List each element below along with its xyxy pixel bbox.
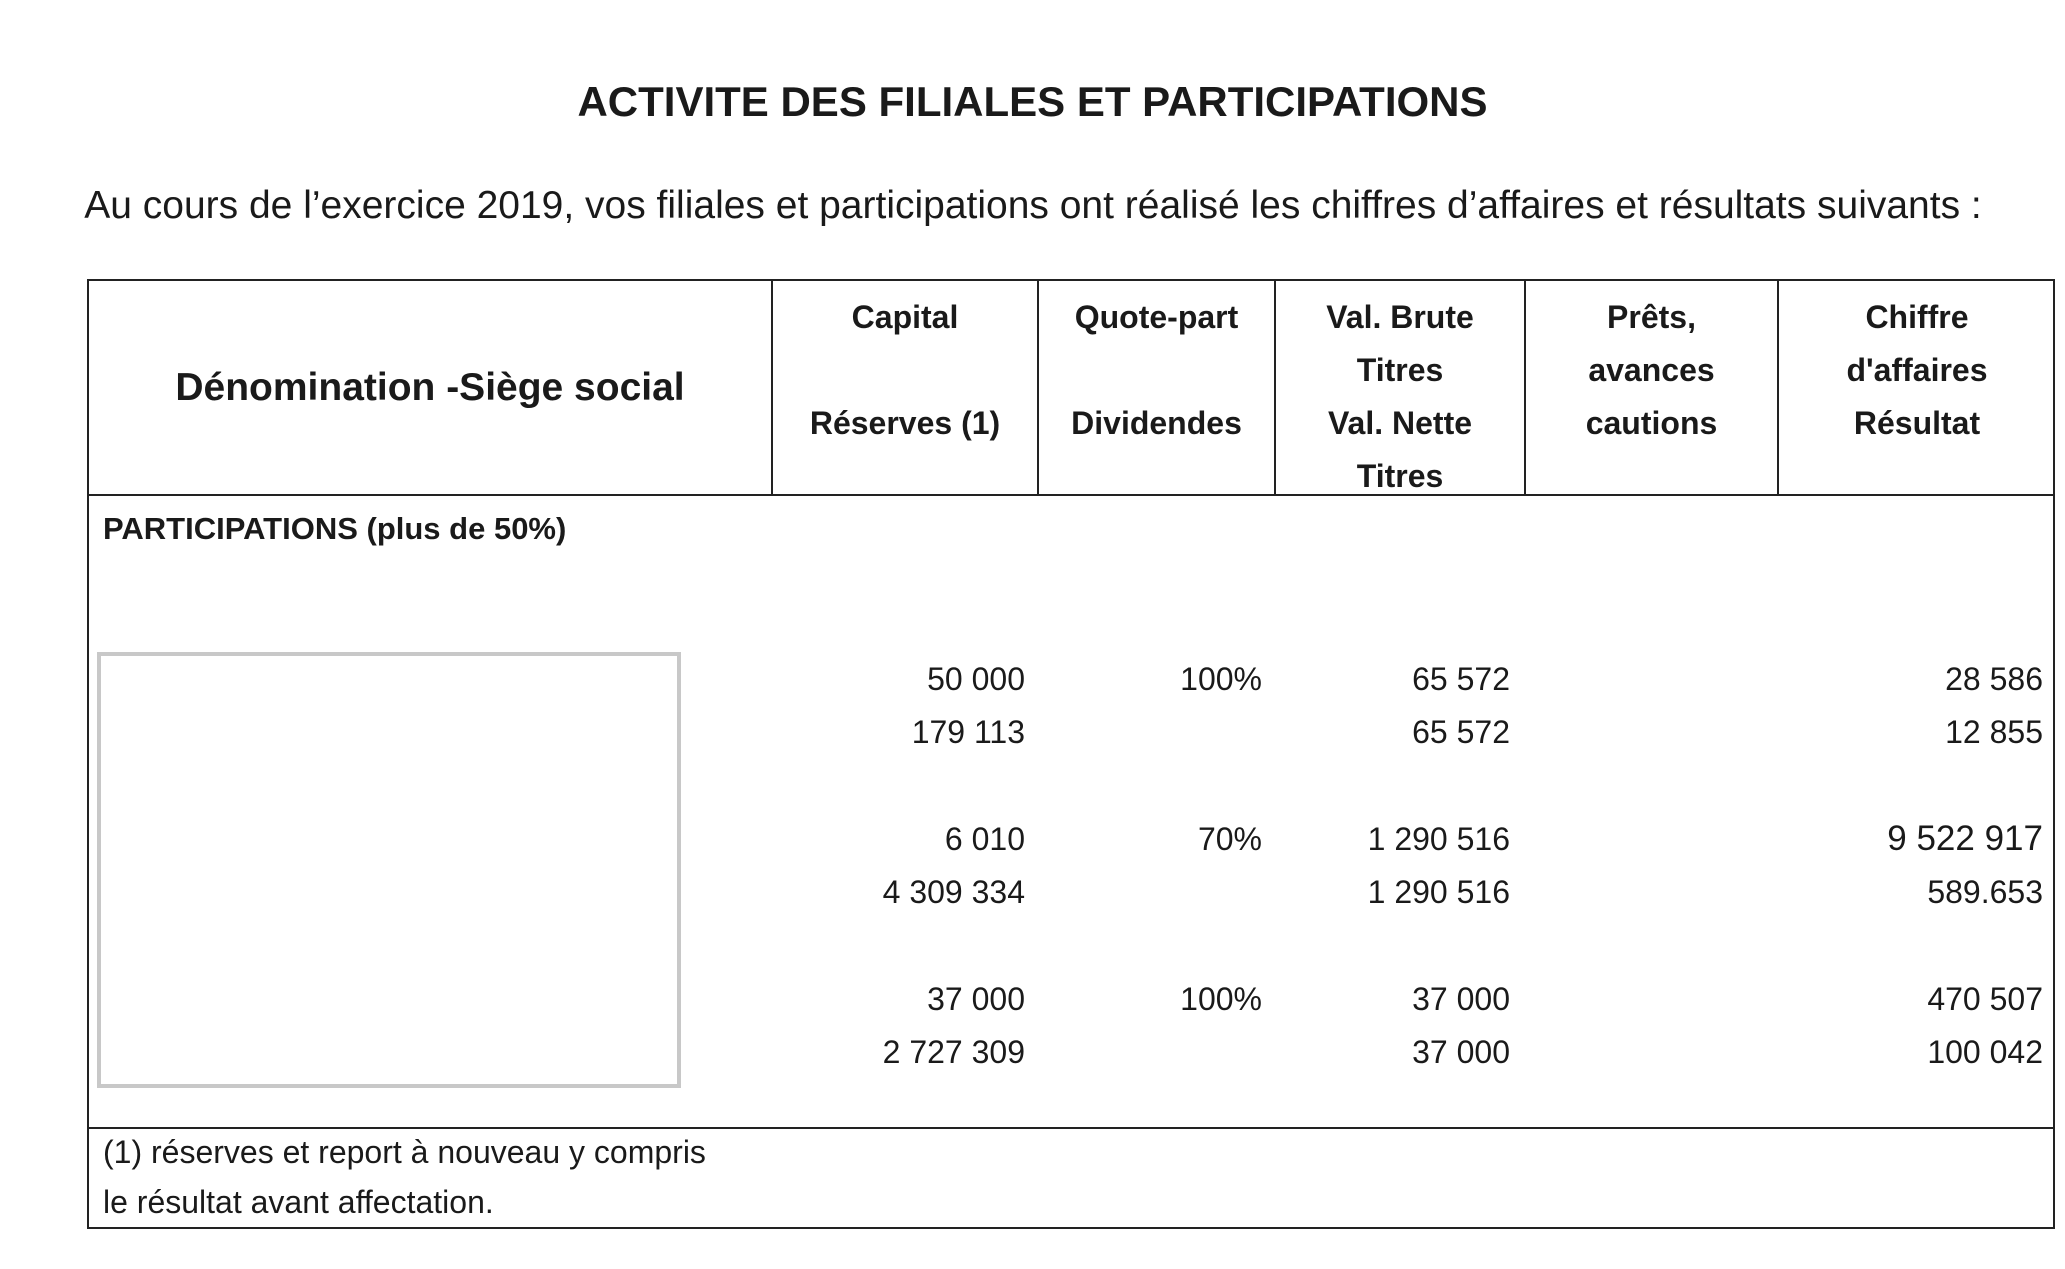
header-line: Chiffre [1865,299,1969,335]
header-line [773,344,1037,397]
header-line: Capital [851,299,959,335]
header-denomination: Dénomination -Siège social [175,366,685,409]
header-divider [89,494,2053,496]
header-line: Val. Nette [1327,405,1473,441]
page-title: ACTIVITE DES FILIALES ET PARTICIPATIONS [577,78,1488,125]
val-brute-value: 37 000 [1412,981,1510,1017]
header-line: Réserves (1) [809,405,1001,441]
column-divider [1524,281,1526,495]
resultat-value: 12 855 [1945,714,2043,750]
header-val-titres: Val. Brute Titres Val. Nette Titres [1276,291,1524,503]
intro-text: Au cours de l’exercice 2019, vos filiale… [84,184,1982,227]
val-brute-value: 65 572 [1412,661,1510,697]
capital-value: 6 010 [944,821,1025,857]
header-quote-part: Quote-part Dividendes [1039,291,1274,450]
reserves-value: 179 113 [911,714,1025,750]
column-divider [771,281,773,495]
val-brute-value: 1 290 516 [1367,821,1510,857]
val-nette-value: 37 000 [1412,1034,1510,1070]
capital-value: 37 000 [927,981,1025,1017]
header-chiffre-affaires: Chiffre d'affaires Résultat [1779,291,2055,450]
footnote-line: (1) réserves et report à nouveau y compr… [103,1134,706,1170]
chiffre-affaires-value: 9 522 917 [1887,819,2043,858]
reserves-value: 4 309 334 [882,874,1025,910]
column-divider [1777,281,1779,495]
quote-part-value: 100% [1180,981,1262,1017]
header-line: cautions [1585,405,1718,441]
header-line: Titres [1356,352,1444,388]
section-label: PARTICIPATIONS (plus de 50%) [103,511,567,546]
header-line: d'affaires [1846,352,1988,388]
footnote-divider [89,1127,2053,1129]
quote-part-value: 100% [1180,661,1262,697]
column-divider [1037,281,1039,495]
header-line: Prêts, [1607,299,1696,335]
header-line: Titres [1356,458,1444,494]
reserves-value: 2 727 309 [882,1034,1025,1070]
footnote-line: le résultat avant affectation. [103,1184,494,1220]
val-nette-value: 65 572 [1412,714,1510,750]
subsidiaries-table: Dénomination -Siège social Capital Réser… [87,279,2055,1229]
val-nette-value: 1 290 516 [1367,874,1510,910]
column-divider [1274,281,1276,495]
header-capital: Capital Réserves (1) [773,291,1037,450]
header-line: Quote-part [1074,299,1239,335]
header-line: Val. Brute [1326,299,1474,335]
resultat-value: 100 042 [1927,1034,2043,1070]
resultat-value: 589.653 [1927,874,2043,910]
header-line: Résultat [1853,405,1981,441]
header-prets: Prêts, avances cautions [1526,291,1777,450]
quote-part-value: 70% [1197,821,1262,857]
header-line: Dividendes [1071,405,1242,441]
header-line: avances [1588,352,1715,388]
redacted-denomination-box [97,652,681,1088]
header-line [1039,344,1274,397]
capital-value: 50 000 [927,661,1025,697]
chiffre-affaires-value: 28 586 [1945,661,2043,697]
chiffre-affaires-value: 470 507 [1927,981,2043,1017]
footnote: (1) réserves et report à nouveau y compr… [103,1127,706,1227]
